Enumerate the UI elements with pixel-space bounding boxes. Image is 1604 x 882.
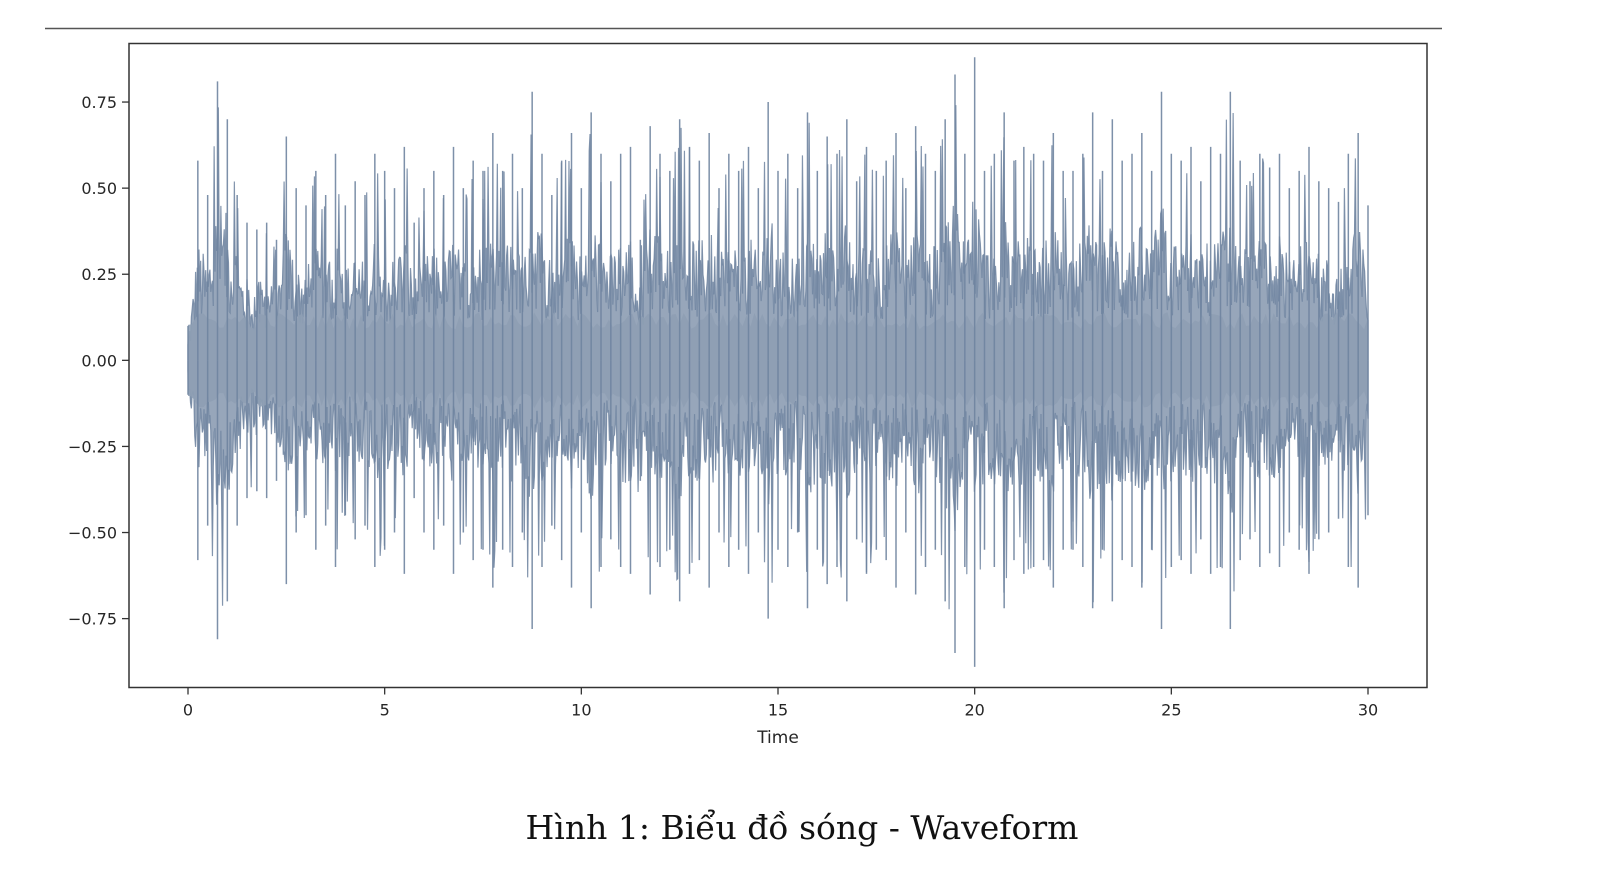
x-tick-label: 10 [571, 701, 591, 720]
y-tick-label: 0.75 [81, 93, 117, 112]
axis-ticks: 0 5 10 15 20 25 30 0.75 0.50 0.25 0.00 −0.25 −0.50 −0… [68, 93, 1378, 719]
x-tick-label: 25 [1161, 701, 1181, 720]
y-tick-label: 0.25 [81, 265, 117, 284]
y-tick-label: −0.75 [68, 610, 117, 629]
y-tick-label: −0.25 [68, 437, 117, 456]
figure-caption: Hình 1: Biểu đồ sóng - Waveform [525, 808, 1079, 847]
x-tick-label: 15 [768, 701, 788, 720]
x-tick-label: 0 [183, 701, 193, 720]
x-axis-label: Time [756, 728, 799, 748]
y-tick-label: 0.00 [81, 351, 117, 370]
y-tick-label: 0.50 [81, 179, 117, 198]
x-tick-label: 20 [964, 701, 984, 720]
y-tick-label: −0.50 [68, 524, 117, 543]
plot-area [187, 57, 1369, 667]
x-tick-label: 5 [380, 701, 390, 720]
x-tick-label: 30 [1358, 701, 1378, 720]
